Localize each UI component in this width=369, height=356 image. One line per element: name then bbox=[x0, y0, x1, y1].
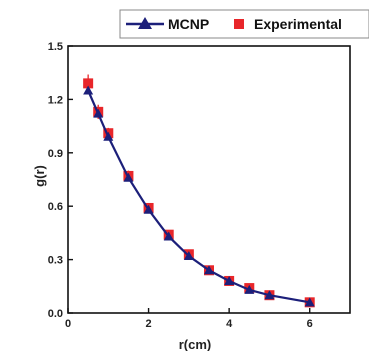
mcnp-series-line bbox=[87, 90, 310, 304]
mcnp-point bbox=[103, 131, 114, 141]
y-tick-label: 0.3 bbox=[48, 255, 63, 267]
mcnp-point bbox=[264, 290, 275, 300]
series-layer bbox=[83, 74, 315, 308]
mcnp-point bbox=[304, 297, 315, 307]
mcnp-point bbox=[143, 204, 154, 214]
x-tick-label: 6 bbox=[307, 318, 313, 330]
mcnp-point bbox=[224, 275, 235, 285]
y-tick-label: 0.6 bbox=[48, 201, 63, 213]
mcnp-point bbox=[163, 231, 174, 241]
mcnp-point bbox=[123, 172, 134, 182]
y-tick-label: 1.5 bbox=[48, 41, 63, 53]
mcnp-point bbox=[183, 251, 194, 261]
mcnp-point bbox=[83, 85, 94, 95]
legend-label-experimental: Experimental bbox=[254, 16, 342, 32]
axes: 0 2 4 6 0.0 0.3 0.6 0.9 1.2 1.5 bbox=[48, 41, 351, 330]
mcnp-point bbox=[93, 108, 104, 118]
mcnp-point bbox=[204, 265, 214, 275]
x-tick-label: 4 bbox=[226, 318, 233, 330]
legend-label-mcnp: MCNP bbox=[168, 16, 209, 32]
x-tick-label: 2 bbox=[146, 318, 152, 330]
legend-experimental-square-icon bbox=[234, 19, 244, 29]
y-tick-label: 0.9 bbox=[48, 148, 63, 160]
y-tick-label: 1.2 bbox=[48, 94, 63, 106]
y-axis-title: g(r) bbox=[32, 165, 47, 187]
y-tick-label: 0.0 bbox=[48, 308, 63, 320]
legend-mcnp-triangle-icon bbox=[138, 17, 152, 29]
mcnp-point bbox=[244, 284, 255, 294]
x-axis-title: r(cm) bbox=[179, 337, 212, 351]
experimental-point bbox=[83, 78, 94, 89]
x-tick-label: 0 bbox=[65, 318, 71, 330]
plot-frame bbox=[67, 45, 351, 314]
legend: MCNP Experimental bbox=[119, 9, 369, 39]
